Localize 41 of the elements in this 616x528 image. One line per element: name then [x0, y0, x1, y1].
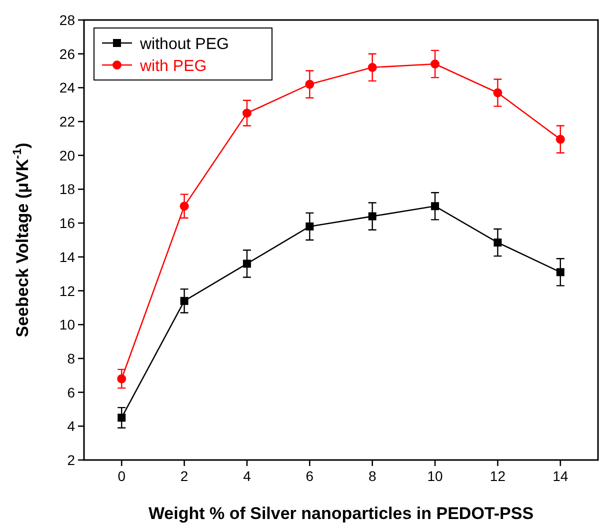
y-tick-label: 10 [59, 316, 76, 333]
x-axis-title: Weight % of Silver nanoparticles in PEDOT-PSS [148, 504, 534, 523]
y-tick-label: 28 [59, 12, 76, 28]
x-tick-label: 8 [368, 468, 376, 484]
y-tick-label: 14 [59, 248, 76, 265]
y-tick-label: 12 [59, 282, 76, 299]
x-tick-label: 0 [118, 468, 126, 484]
y-tick-label: 8 [67, 350, 76, 366]
point [368, 62, 377, 72]
point [494, 238, 502, 247]
legend-label: without PEG [139, 36, 229, 53]
point [242, 108, 252, 118]
y-tick-label: 24 [59, 80, 76, 96]
point [431, 202, 440, 210]
x-tick-label: 10 [427, 468, 444, 484]
x-tick-label: 4 [243, 468, 252, 484]
x-tick-label: 12 [490, 468, 506, 484]
point [305, 80, 314, 89]
y-tick-label: 26 [59, 46, 76, 62]
x-tick-label: 14 [552, 468, 568, 484]
y-tick-label: 4 [67, 418, 76, 434]
point [118, 414, 126, 422]
y-tick-label: 2 [67, 452, 76, 468]
legend-label: with PEG [139, 58, 207, 75]
y-tick-label: 6 [67, 384, 76, 400]
y-tick-label: 18 [59, 181, 76, 198]
y-tick-label: 22 [59, 114, 76, 130]
y-tick-label: 16 [59, 215, 76, 232]
point [368, 212, 376, 220]
point [306, 222, 314, 230]
point [430, 60, 440, 68]
point [242, 260, 251, 268]
point [180, 202, 189, 211]
point [117, 374, 126, 384]
point [556, 268, 564, 276]
x-tick-label: 6 [306, 468, 314, 484]
point [556, 134, 565, 144]
x-tick-label: 2 [180, 468, 188, 484]
y-tick-label: 20 [59, 147, 76, 164]
point [493, 88, 502, 98]
point [180, 296, 188, 305]
